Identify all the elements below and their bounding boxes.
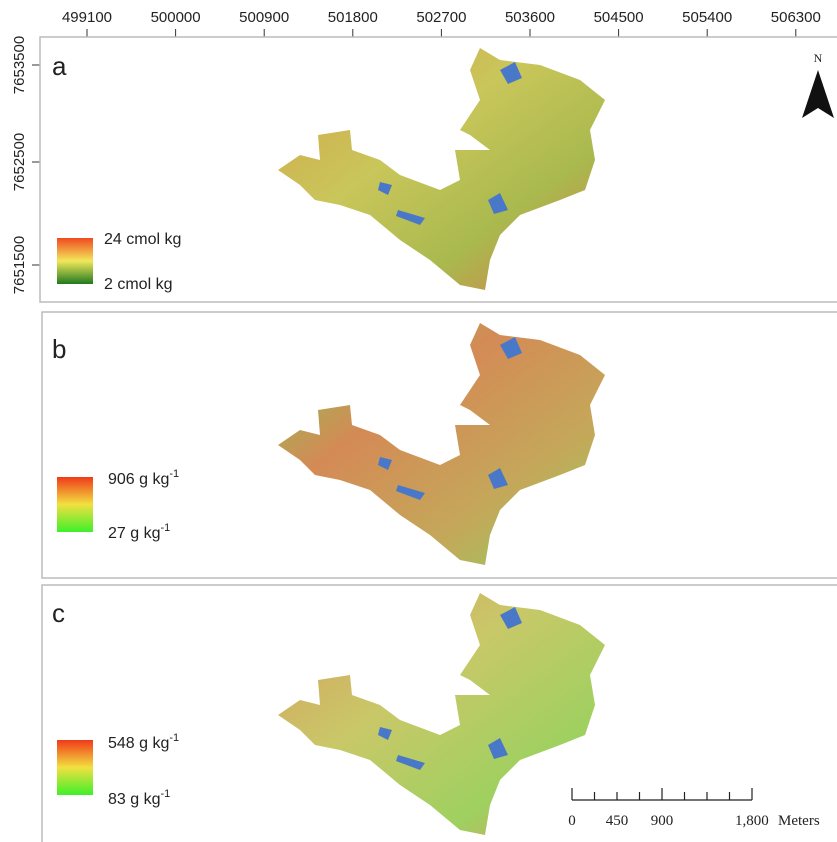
x-tick-label: 505400	[682, 9, 732, 26]
legend-sup: -1	[169, 732, 179, 744]
legend-ramp	[57, 477, 93, 532]
panel-a: a 24 cmol kg 2 cmol kg N	[40, 37, 837, 302]
x-tick-label: 501800	[328, 9, 378, 26]
legend-max: 548 g kg-1	[108, 732, 179, 752]
x-tick-label: 500000	[151, 9, 201, 26]
legend-sup: -1	[160, 788, 170, 800]
scale-bar: 0 450 900 1,800 Meters	[568, 788, 820, 829]
scale-label: 1,800	[735, 813, 769, 829]
panel-label: a	[52, 51, 67, 81]
legend-sup: -1	[160, 522, 170, 534]
x-tick-label: 499100	[62, 9, 112, 26]
legend-text: 27 g kg	[108, 525, 160, 542]
x-tick-label: 503600	[505, 9, 555, 26]
map-region	[278, 48, 605, 290]
legend-min: 83 g kg-1	[108, 788, 170, 808]
panel-label: b	[52, 334, 66, 364]
legend-text: 548 g kg	[108, 735, 169, 752]
legend-min: 27 g kg-1	[108, 522, 170, 542]
top-axis: 499100 500000 500900 501800 502700 503600 5045…	[62, 9, 821, 37]
legend-min: 2 cmol kg	[104, 276, 172, 293]
x-tick-label: 506300	[771, 9, 821, 26]
map-region	[278, 323, 605, 565]
legend-max: 24 cmol kg	[104, 231, 181, 248]
x-tick-label: 504500	[594, 9, 644, 26]
left-axis: 7653500 7652500 7651500	[11, 36, 40, 294]
north-label: N	[814, 51, 823, 65]
map-region	[278, 593, 605, 835]
scale-label: 450	[606, 813, 629, 829]
legend-text: 24 cmol kg	[104, 231, 181, 248]
y-tick-label: 7651500	[11, 236, 28, 294]
panel-label: c	[52, 598, 65, 628]
legend-ramp	[57, 238, 93, 284]
legend-ramp	[57, 740, 93, 795]
figure: 499100 500000 500900 501800 502700 503600 5045…	[0, 0, 837, 842]
scale-label: 0	[568, 813, 576, 829]
legend-text: 83 g kg	[108, 791, 160, 808]
x-tick-label: 500900	[239, 9, 289, 26]
scale-label: 900	[651, 813, 674, 829]
legend-max: 906 g kg-1	[108, 468, 179, 488]
north-arrow	[802, 70, 834, 118]
scale-unit: Meters	[778, 813, 820, 829]
legend-sup: -1	[169, 468, 179, 480]
legend-text: 2 cmol kg	[104, 276, 172, 293]
legend-text: 906 g kg	[108, 471, 169, 488]
y-tick-label: 7653500	[11, 36, 28, 94]
y-tick-label: 7652500	[11, 133, 28, 191]
panel-b: b 906 g kg-1 27 g kg-1	[42, 312, 837, 578]
x-tick-label: 502700	[416, 9, 466, 26]
